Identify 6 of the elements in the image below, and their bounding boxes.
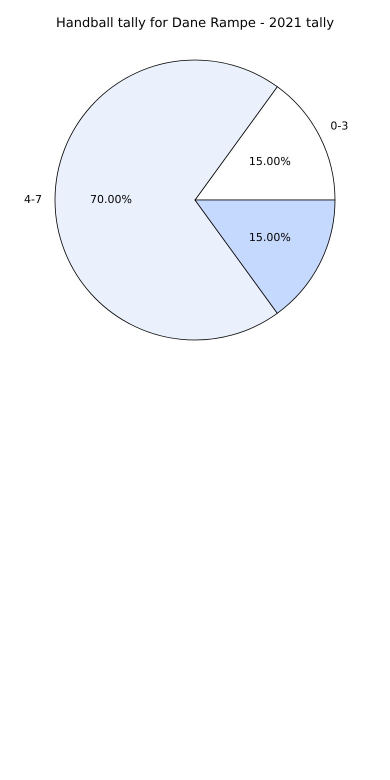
- chart-title: Handball tally for Dane Rampe - 2021 tally: [56, 16, 334, 31]
- data-label: 15.00%: [248, 231, 291, 244]
- slice-label: 0-3: [330, 119, 348, 132]
- slice-label: 4-7: [24, 193, 42, 206]
- data-label: 70.00%: [90, 193, 132, 206]
- data-label: 15.00%: [248, 154, 291, 168]
